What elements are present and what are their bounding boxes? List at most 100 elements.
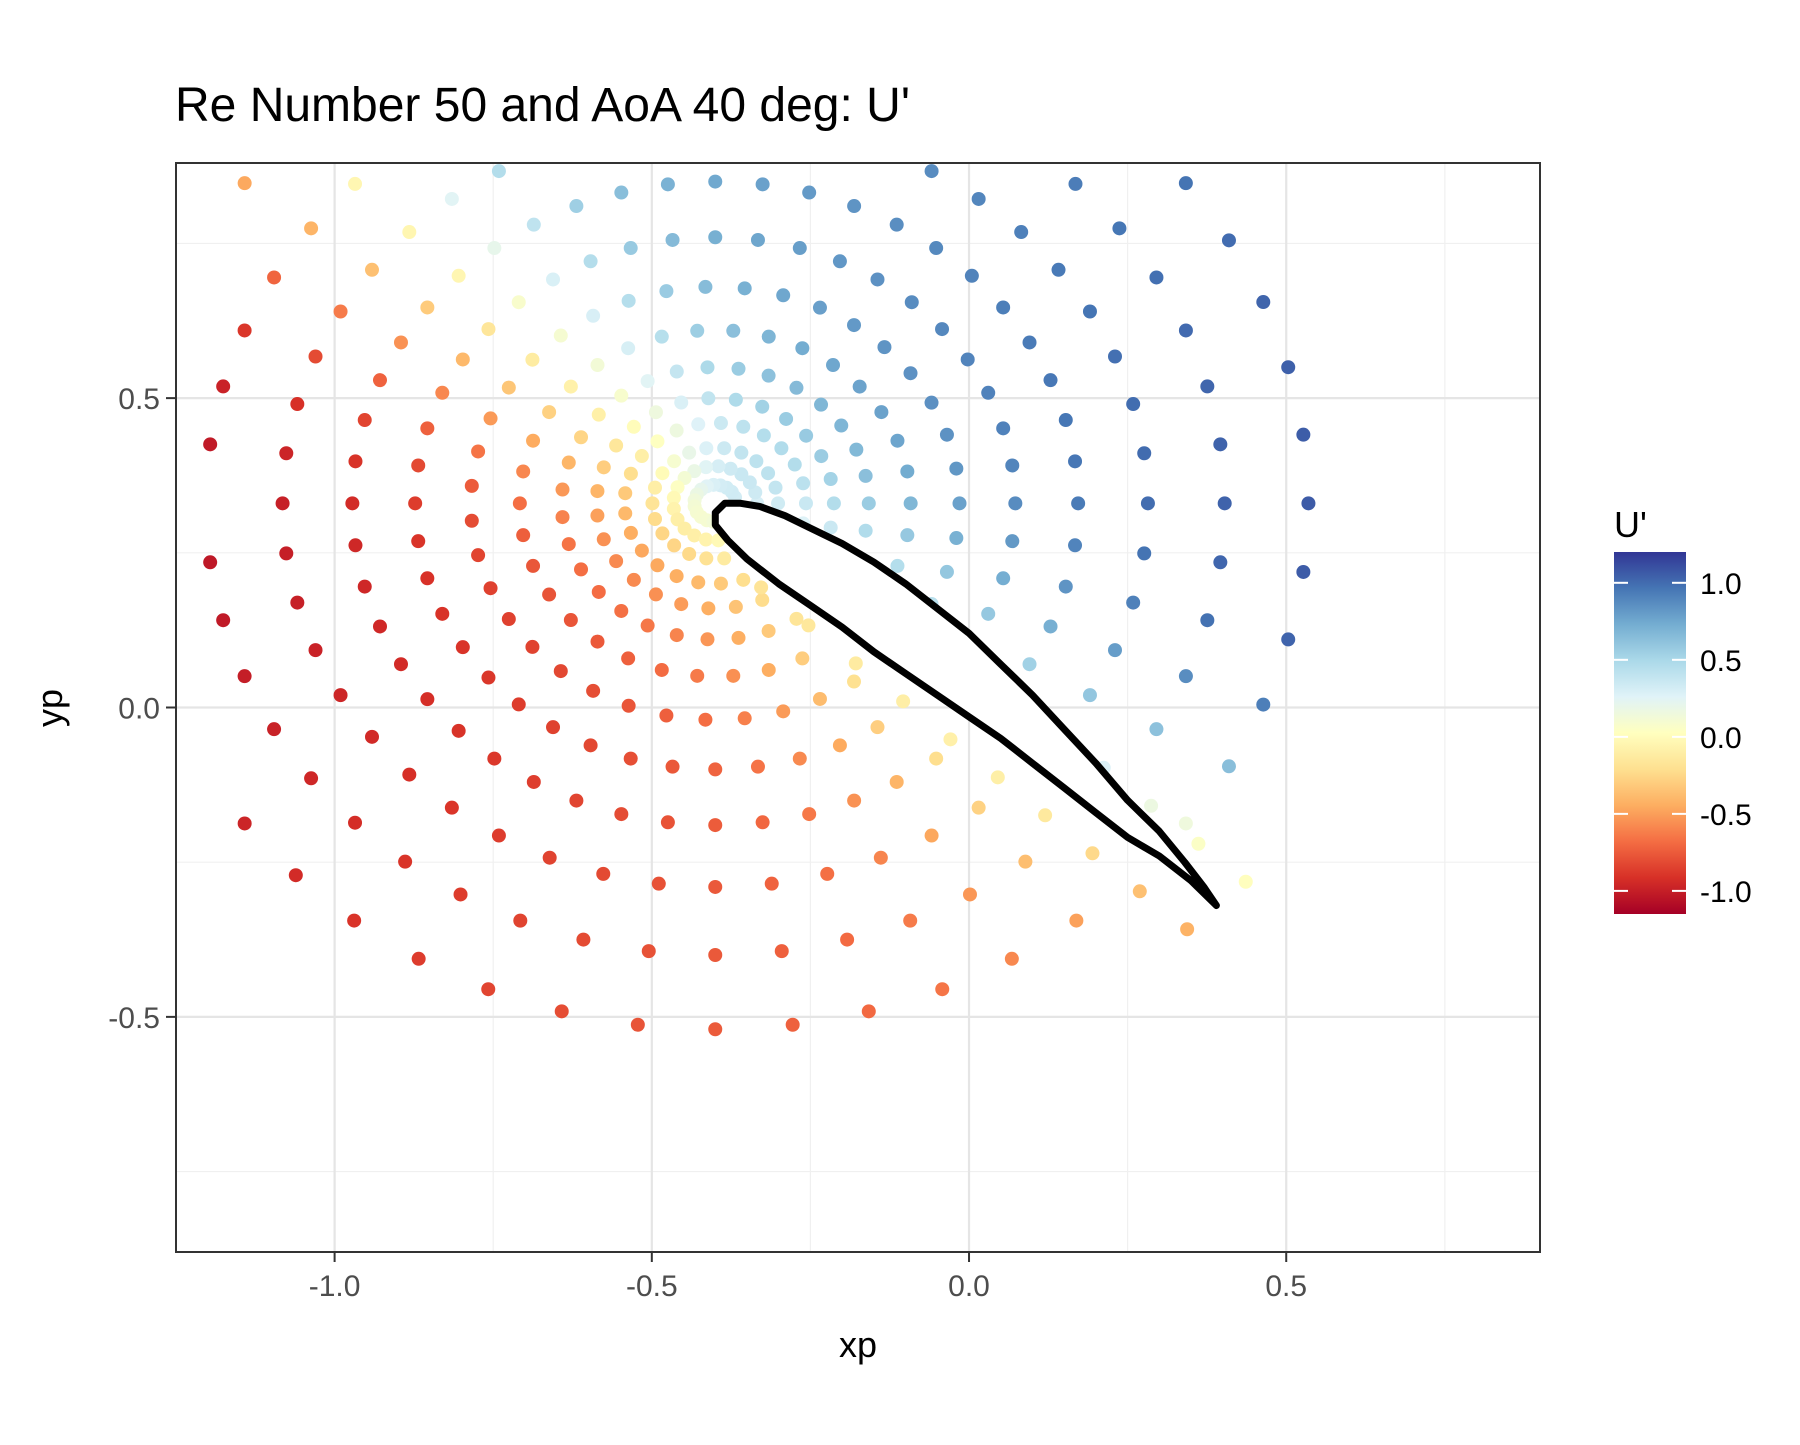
- scatter-point: [393, 657, 408, 672]
- scatter-point: [609, 554, 624, 569]
- scatter-point: [889, 217, 904, 232]
- scatter-point: [890, 433, 905, 448]
- scatter-point: [216, 613, 231, 628]
- scatter-point: [290, 595, 305, 610]
- scatter-point: [667, 454, 682, 469]
- scatter-point: [453, 887, 468, 902]
- scatter-point: [420, 692, 435, 707]
- scatter-point: [481, 982, 496, 997]
- scatter-point: [1221, 233, 1236, 248]
- scatter-point: [861, 1004, 876, 1019]
- scatter-point: [674, 395, 689, 410]
- scatter-point: [852, 379, 867, 394]
- scatter-point: [308, 643, 323, 658]
- scatter-point: [308, 349, 323, 364]
- scatter-point: [364, 729, 379, 744]
- scatter-point: [290, 397, 305, 412]
- scatter-point: [799, 428, 814, 443]
- scatter-point: [755, 815, 770, 830]
- scatter-point: [591, 584, 606, 599]
- scatter-point: [750, 232, 765, 247]
- scatter-point: [1180, 922, 1195, 937]
- scatter-point: [749, 454, 764, 469]
- scatter-point: [1200, 613, 1215, 628]
- scatter-point: [774, 441, 789, 456]
- scatter-point: [670, 480, 685, 495]
- scatter-point: [874, 405, 889, 420]
- scatter-point: [990, 770, 1005, 785]
- scatter-point: [708, 948, 723, 962]
- scatter-point: [812, 300, 827, 315]
- scatter-point: [501, 612, 516, 627]
- scatter-point: [561, 537, 576, 552]
- scatter-point: [1082, 688, 1097, 703]
- scatter-point: [444, 191, 459, 206]
- scatter-point: [943, 732, 958, 747]
- scatter-point: [630, 1017, 645, 1032]
- scatter-point: [237, 816, 252, 831]
- scatter-point: [701, 391, 716, 406]
- scatter-point: [935, 322, 950, 337]
- scatter-point: [1221, 759, 1236, 774]
- scatter-point: [690, 323, 705, 338]
- scatter-point: [569, 199, 584, 214]
- scatter-point: [736, 572, 751, 587]
- scatter-point: [700, 632, 715, 647]
- scatter-point: [1149, 722, 1164, 737]
- scatter-point: [903, 496, 918, 511]
- scatter-point: [402, 225, 417, 240]
- scatter-point: [771, 496, 786, 511]
- scatter-point: [848, 656, 863, 671]
- scatter-point: [750, 759, 765, 774]
- scatter-point: [304, 771, 319, 786]
- scatter-point: [1191, 836, 1206, 851]
- scatter-point: [1018, 854, 1033, 869]
- scatter-point: [801, 618, 816, 633]
- scatter-point: [873, 850, 888, 865]
- scatter-point: [576, 932, 591, 947]
- scatter-point: [737, 281, 752, 296]
- scatter-point: [526, 558, 541, 573]
- scatter-point: [1069, 913, 1084, 928]
- scatter-point: [451, 723, 466, 738]
- scatter-point: [669, 364, 684, 379]
- scatter-point: [1126, 595, 1141, 610]
- scatter-point: [924, 164, 939, 179]
- scatter-point: [583, 254, 598, 269]
- scatter-point: [542, 405, 557, 420]
- scatter-point: [618, 486, 633, 501]
- scatter-point: [1107, 643, 1122, 658]
- scatter-point: [487, 241, 502, 256]
- scatter-point: [1200, 379, 1215, 394]
- scatter-point: [546, 272, 561, 287]
- scatter-point: [483, 581, 498, 596]
- scatter-point: [795, 651, 810, 666]
- scatter-point: [870, 272, 885, 287]
- scatter-point: [563, 613, 578, 628]
- scatter-point: [1213, 555, 1228, 570]
- scatter-point: [511, 697, 526, 712]
- scatter-point: [372, 619, 387, 634]
- scatter-point: [237, 669, 252, 684]
- scatter-point: [654, 329, 669, 344]
- scatter-point: [471, 548, 486, 563]
- scatter-point: [1137, 446, 1152, 461]
- scatter-point: [761, 466, 776, 481]
- scatter-point: [792, 241, 807, 256]
- scatter-point: [553, 664, 568, 679]
- scatter-point: [279, 546, 294, 561]
- scatter-point: [971, 191, 986, 206]
- scatter-point: [1132, 884, 1147, 899]
- scatter-point: [728, 599, 743, 614]
- scatter-point: [1126, 397, 1141, 412]
- scatter-point: [981, 385, 996, 400]
- scatter-point: [734, 445, 749, 460]
- colorbar-label: -1.0: [1700, 876, 1752, 909]
- scatter-point: [659, 284, 674, 299]
- scatter-point: [900, 464, 915, 479]
- scatter-point: [698, 460, 713, 475]
- scatter-point: [420, 300, 435, 315]
- scatter-point: [623, 466, 638, 481]
- scatter-point: [731, 361, 746, 376]
- colorbar-label: 0.0: [1700, 722, 1742, 755]
